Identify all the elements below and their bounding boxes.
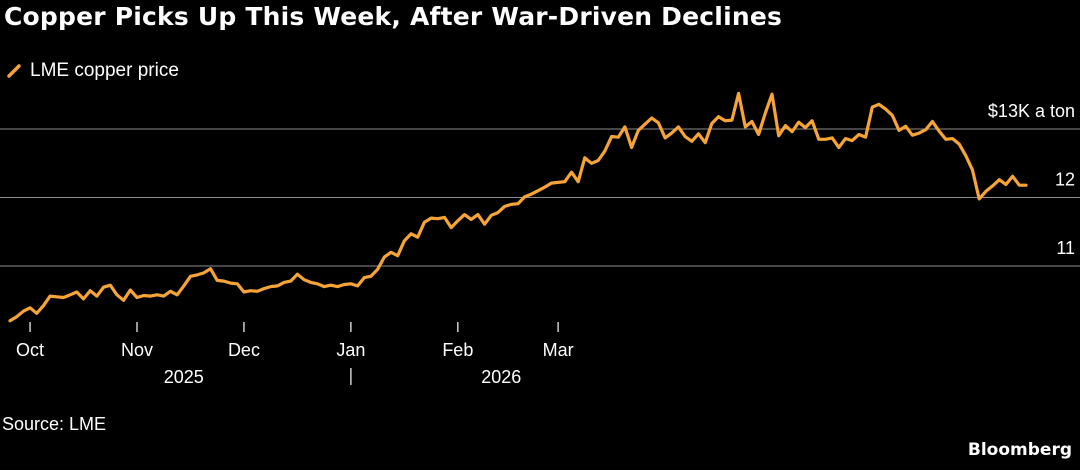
gridlines — [0, 128, 1080, 267]
x-axis: Oct Nov Dec Jan Feb Mar — [16, 322, 574, 360]
x-tick-label: Oct — [16, 340, 44, 360]
year-label: 2025 — [164, 367, 204, 387]
y-tick-labels: $13K a ton 12 11 — [988, 101, 1075, 258]
x-tick-label: Jan — [336, 340, 365, 360]
legend: LME copper price — [6, 58, 179, 84]
series-line-0 — [8, 91, 1028, 323]
x-tick-label: Feb — [442, 340, 473, 360]
y-tick-label: 12 — [1055, 170, 1075, 190]
y-tick-label: 11 — [1056, 238, 1075, 258]
brand-logo: Bloomberg — [967, 440, 1072, 460]
y-tick-label: $13K a ton — [988, 101, 1075, 121]
x-tick-label: Dec — [228, 340, 260, 360]
x-tick-label: Mar — [543, 340, 574, 360]
legend-line-icon — [7, 64, 21, 78]
year-labels: 2025 2026 — [164, 367, 522, 387]
year-label: 2026 — [481, 367, 521, 387]
source-note: Source: LME — [2, 414, 107, 434]
series-layer — [8, 91, 1028, 323]
x-tick-label: Nov — [121, 340, 153, 360]
legend-label: LME copper price — [30, 60, 179, 81]
chart-title: Copper Picks Up This Week, After War-Dri… — [4, 2, 783, 31]
